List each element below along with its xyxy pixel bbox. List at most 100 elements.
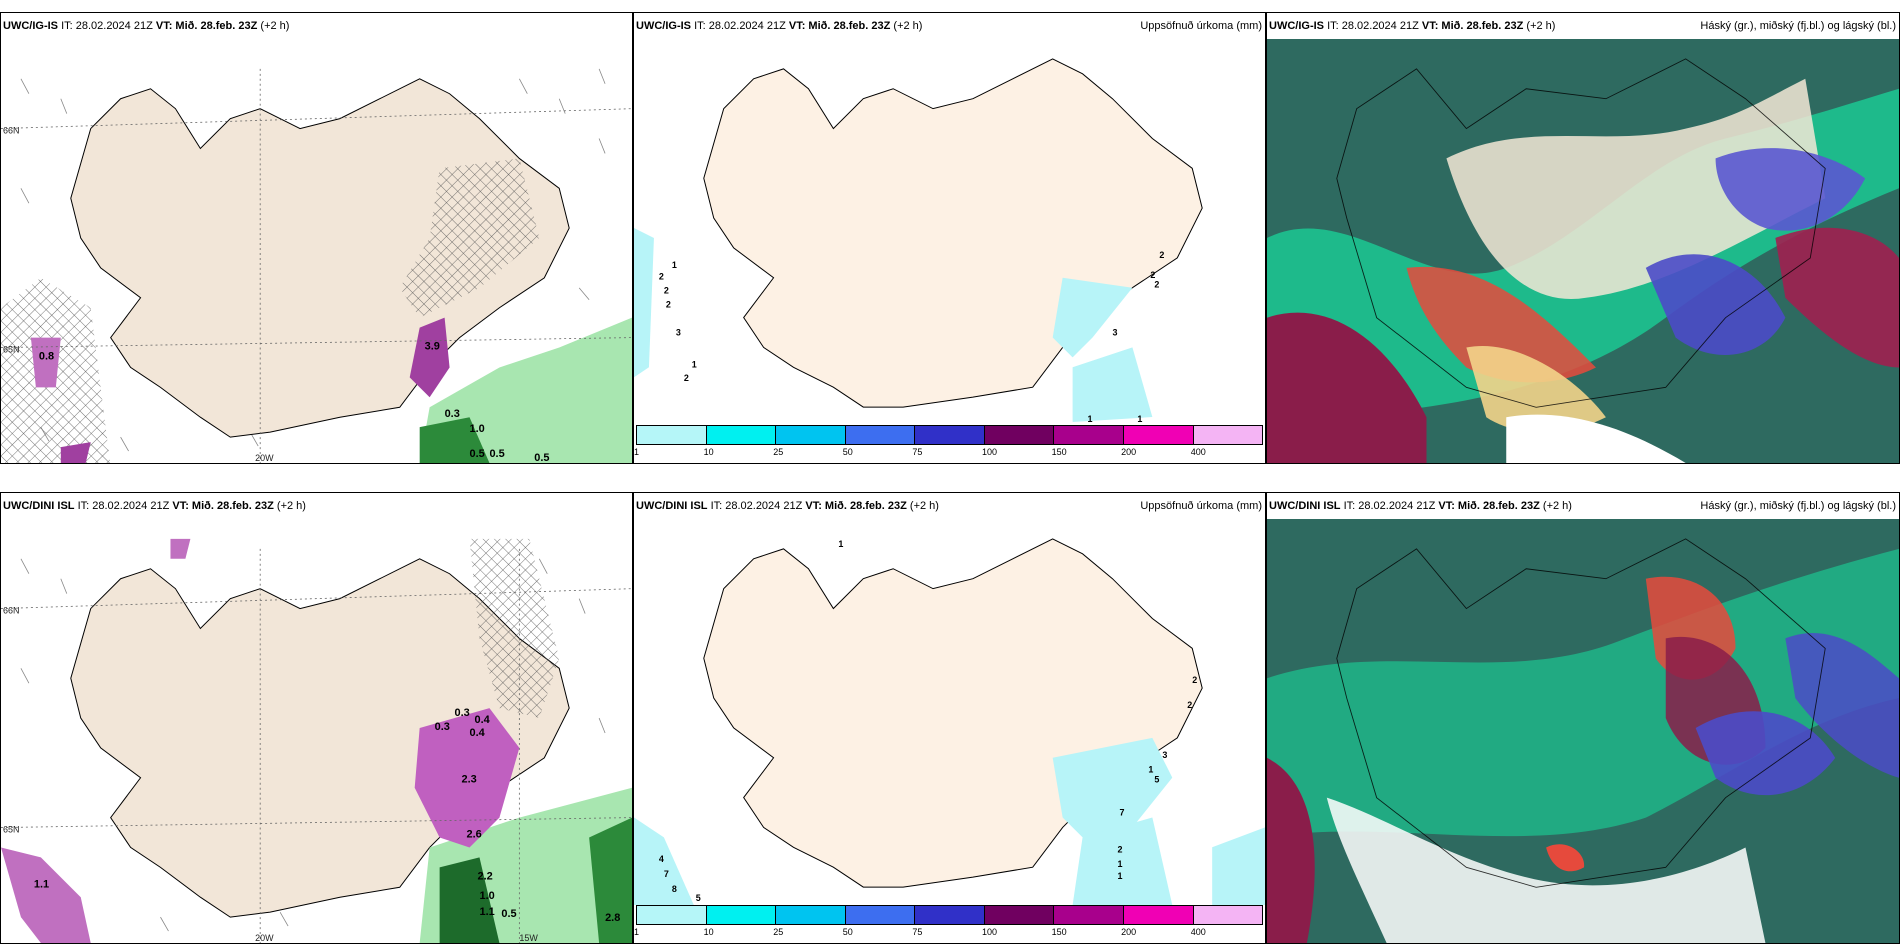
wind-value: 0.3: [445, 408, 460, 420]
wind-value: 0.5: [489, 448, 504, 460]
colorbar-swatch: [984, 906, 1055, 924]
precip-value: 2: [684, 373, 689, 383]
colorbar-tick: 400: [1190, 447, 1206, 457]
precip-map[interactable]: 1 4 7 8 5 7 2 1 1 5 3 1 2 2: [634, 519, 1265, 905]
precip-value: 1: [672, 260, 677, 270]
panel-header: UWC/DINI ISL IT: 28.02.2024 21Z VT: Mið.…: [1267, 493, 1899, 519]
precip-value: 2: [1150, 270, 1155, 280]
wind-value: 1.1: [34, 878, 49, 890]
colorbar-tick: 50: [842, 447, 853, 457]
lead-time: (+2 h): [260, 20, 290, 32]
precip-value: 2: [666, 300, 671, 310]
model-name: UWC/DINI ISL: [3, 500, 75, 512]
valid-time: Mið. 28.feb. 23Z: [824, 500, 907, 512]
colorbar-tick: 1: [634, 927, 640, 937]
vt-label: VT:: [155, 20, 173, 32]
wind-value: 0.5: [534, 452, 549, 463]
precip-map[interactable]: 1 2 2 2 3 1 2 2 2 2 3 1 1: [634, 39, 1265, 425]
precip-value: 7: [664, 869, 669, 879]
precip-value: 2: [664, 286, 669, 296]
init-time: IT: 28.02.2024 21Z: [1343, 500, 1436, 512]
colorbar-swatch: [637, 906, 707, 924]
lat-label: 65N: [3, 825, 19, 835]
lead-time: (+2 h): [909, 500, 939, 512]
wind-value: 0.4: [474, 714, 490, 726]
valid-time: Mið. 28.feb. 23Z: [175, 20, 258, 32]
precip-value: 2: [1187, 700, 1192, 710]
precip-value: 1: [692, 359, 697, 369]
precip-value: 1: [1117, 871, 1122, 881]
precip-value: 5: [696, 893, 701, 903]
init-time: IT: 28.02.2024 21Z: [1327, 20, 1419, 32]
colorbar-swatch: [845, 426, 916, 444]
cloud-map-panel-row1: UWC/IG-IS IT: 28.02.2024 21Z VT: Mið. 28…: [1266, 12, 1900, 464]
valid-time: Mið. 28.feb. 23Z: [191, 500, 274, 512]
precip-value: 2: [1192, 675, 1197, 685]
precip-colorbar: 1 10 25 50 75 100 150 200 400: [634, 905, 1265, 943]
precip-value: 5: [1154, 775, 1159, 785]
colorbar-tick: 200: [1121, 447, 1137, 457]
wind-value: 2.3: [462, 774, 477, 786]
wind-value: 0.3: [455, 707, 470, 719]
precip-value: 1: [838, 539, 843, 549]
lat-label: 66N: [3, 606, 19, 616]
light-precip-area: [1212, 827, 1265, 905]
valid-time: Mið. 28.feb. 23Z: [1457, 500, 1540, 512]
colorbar-swatch: [1054, 906, 1124, 924]
precip-title: Uppsöfnuð úrkoma (mm): [1140, 500, 1262, 512]
colorbar-swatch: [776, 906, 846, 924]
wind-value: 0.5: [501, 908, 516, 920]
light-precip-area: [1052, 277, 1133, 358]
lat-label: 66N: [3, 126, 19, 136]
colorbar-swatch: [915, 906, 985, 924]
light-precip-area: [634, 228, 654, 378]
precip-map-panel-row2: UWC/DINI ISL IT: 28.02.2024 21Z VT: Mið.…: [633, 492, 1266, 944]
cloud-map[interactable]: [1267, 39, 1899, 463]
colorbar-swatch: [1123, 426, 1194, 444]
init-time: IT: 28.02.2024 21Z: [694, 20, 786, 32]
cloud-title: Háský (gr.), miðský (fj.bl.) og lágský (…: [1700, 20, 1896, 32]
vt-label: VT:: [788, 20, 806, 32]
colorbar-tick: 1: [634, 447, 640, 457]
wind-value: 1.0: [470, 423, 485, 435]
precip-purple: [170, 538, 191, 559]
model-name: UWC/IG-IS: [3, 20, 58, 32]
precip-value: 2: [1159, 250, 1164, 260]
precip-value: 2: [1117, 844, 1122, 854]
colorbar-swatch: [706, 426, 777, 444]
precip-green-dark: [419, 417, 490, 463]
precip-value: 7: [1119, 807, 1124, 817]
precip-value: 3: [1162, 750, 1167, 760]
hatched-cloud-area: [399, 158, 540, 318]
colorbar-swatch: [776, 426, 846, 444]
colorbar-tick: 100: [981, 447, 998, 457]
precip-value: 3: [1112, 327, 1117, 337]
wind-value: 2.8: [605, 912, 620, 924]
precip-map-panel-row1: UWC/IG-IS IT: 28.02.2024 21Z VT: Mið. 28…: [633, 12, 1266, 464]
colorbar-tick: 25: [773, 927, 784, 937]
colorbar-tick: 25: [773, 447, 784, 457]
valid-time: Mið. 28.feb. 23Z: [808, 20, 891, 32]
lead-time: (+2 h): [276, 500, 306, 512]
colorbar-swatch: [1054, 426, 1124, 444]
light-precip-area: [1072, 347, 1153, 423]
light-precip-area: [1052, 737, 1173, 848]
panel-header: UWC/IG-IS IT: 28.02.2024 21Z VT: Mið. 28…: [1, 13, 632, 39]
lead-time: (+2 h): [1526, 20, 1556, 32]
precip-purple: [1, 847, 91, 943]
cloud-map[interactable]: [1267, 519, 1899, 943]
init-time: IT: 28.02.2024 21Z: [710, 500, 803, 512]
colorbar-tick: 75: [912, 447, 923, 457]
model-name: UWC/DINI ISL: [636, 500, 708, 512]
wind-value: 1.0: [479, 890, 494, 902]
precip-value: 1: [1088, 414, 1093, 424]
wind-barbs: [20, 558, 606, 932]
lead-time: (+2 h): [893, 20, 923, 32]
wind-map[interactable]: 0.3 0.4 0.4 0.3 2.3 2.6 2.2 1.0 1.1 0.5 …: [1, 519, 632, 943]
panel-header: UWC/IG-IS IT: 28.02.2024 21Z VT: Mið. 28…: [634, 13, 1265, 39]
vt-label: VT:: [1421, 20, 1439, 32]
colorbar-tick: 10: [703, 927, 714, 937]
wind-map[interactable]: 3.9 0.3 1.0 0.5 0.5 0.5 0.8 66N 65N 20W: [1, 39, 632, 463]
cloud-map-panel-row2: UWC/DINI ISL IT: 28.02.2024 21Z VT: Mið.…: [1266, 492, 1900, 944]
init-time: IT: 28.02.2024 21Z: [77, 500, 170, 512]
